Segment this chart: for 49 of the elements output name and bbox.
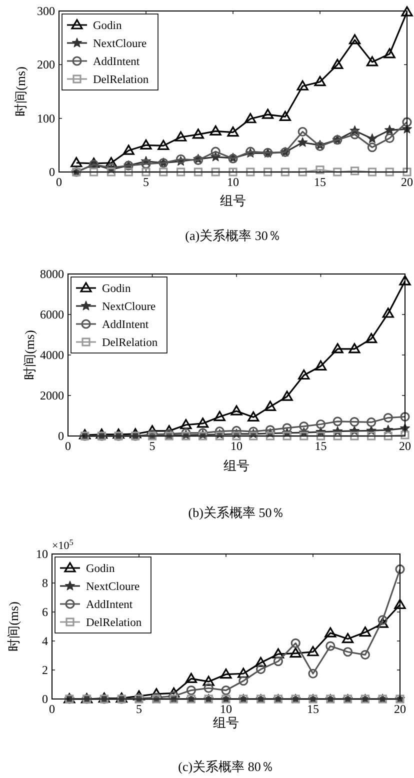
- y-tick-label: 200: [37, 58, 55, 72]
- y-axis-title: 时间(ms): [6, 602, 21, 652]
- legend-label: Godin: [86, 563, 115, 575]
- x-tick-label: 10: [230, 439, 242, 453]
- x-tick-label: 5: [136, 702, 142, 716]
- y-tick-label: 6: [42, 605, 48, 619]
- x-tick-label: 20: [399, 439, 411, 453]
- x-tick-label: 20: [394, 702, 406, 716]
- y-tick-label: 300: [37, 4, 55, 18]
- legend-label: Godin: [93, 20, 122, 32]
- text: (c)关系概率 80％: [178, 759, 274, 774]
- y-tick-label: 4000: [40, 348, 64, 362]
- legend-label: DelRelation: [102, 337, 158, 349]
- y-tick-label: 0: [58, 429, 64, 443]
- y-tick-label: 0: [49, 165, 55, 179]
- legend-label: NextCloure: [102, 301, 156, 313]
- y-tick-label: 2000: [40, 388, 64, 402]
- y-tick-label: 100: [37, 111, 55, 126]
- x-axis-title: 组号: [213, 715, 239, 730]
- text: (b)关系概率 50％: [188, 505, 285, 520]
- text: (a)关系概率 30％: [185, 228, 281, 243]
- x-axis-title: 组号: [220, 193, 246, 208]
- legend-label: NextCloure: [86, 581, 140, 593]
- y-tick-label: 8: [42, 576, 48, 590]
- legend-label: DelRelation: [86, 617, 142, 629]
- legend-label: AddIntent: [93, 56, 140, 68]
- x-tick-label: 15: [307, 702, 319, 716]
- y-tick-label: 6000: [40, 308, 64, 322]
- legend-label: AddIntent: [102, 319, 150, 331]
- x-tick-label: 20: [401, 175, 413, 189]
- legend-label: AddIntent: [86, 599, 134, 611]
- x-tick-label: 10: [227, 175, 239, 189]
- y-tick-label: 4: [42, 634, 48, 648]
- text: ×10$^{5}$: [52, 538, 74, 552]
- x-tick-label: 15: [314, 175, 326, 189]
- x-axis-title: 组号: [224, 458, 250, 473]
- legend-label: Godin: [102, 283, 131, 295]
- x-tick-label: 5: [149, 439, 156, 453]
- y-tick-label: 0: [42, 692, 48, 706]
- legend-label: DelRelation: [93, 74, 149, 86]
- y-tick-label: 8000: [40, 267, 64, 281]
- x-tick-label: 5: [143, 175, 149, 189]
- y-tick-label: 2: [42, 663, 48, 677]
- y-tick-label: 10: [36, 547, 48, 561]
- y-axis-title: 时间(ms): [13, 66, 28, 116]
- x-tick-label: 10: [220, 702, 232, 716]
- x-tick-label: 15: [314, 439, 327, 453]
- legend-label: NextCloure: [93, 38, 147, 50]
- y-axis-title: 时间(ms): [22, 330, 37, 380]
